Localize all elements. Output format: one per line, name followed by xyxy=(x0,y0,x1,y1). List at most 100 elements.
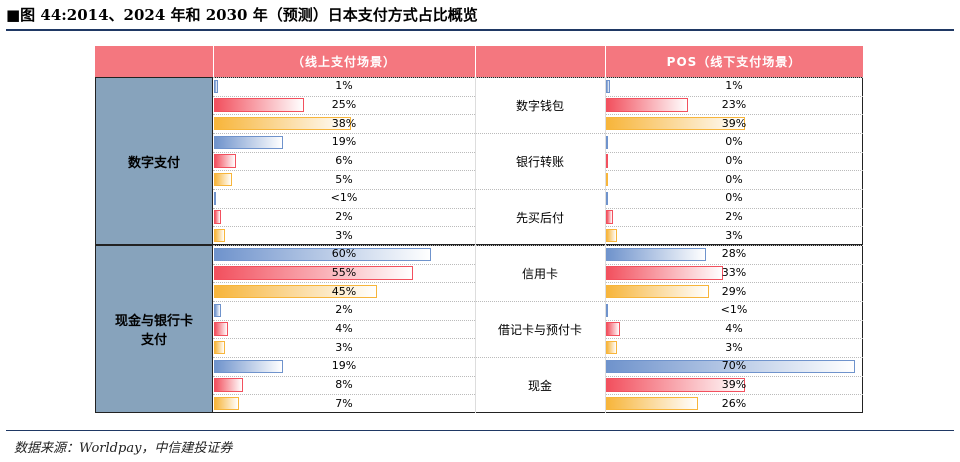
value-label: 45% xyxy=(331,284,357,298)
bar xyxy=(606,359,855,374)
value-label: 3% xyxy=(335,340,353,354)
group-cell: 数字支付 xyxy=(95,77,213,245)
value-label: 0% xyxy=(725,172,743,186)
bar xyxy=(214,340,225,355)
row-line xyxy=(213,133,475,134)
method-label: 信用卡 xyxy=(475,245,605,301)
row-line xyxy=(213,338,475,340)
value-label: 4% xyxy=(725,322,743,335)
bar xyxy=(214,154,236,168)
value-label: 25% xyxy=(331,98,357,111)
bar xyxy=(606,116,745,131)
value-label: 1% xyxy=(335,79,353,93)
method-label: 借记卡与预付卡 xyxy=(475,301,605,357)
value-label: 70% xyxy=(721,359,747,373)
row-line xyxy=(213,95,475,97)
value-label: 29% xyxy=(721,284,747,298)
value-label: <1% xyxy=(720,303,748,317)
row-line xyxy=(213,282,475,284)
bar xyxy=(214,266,413,280)
value-label: 39% xyxy=(721,378,747,391)
bar xyxy=(214,378,243,392)
value-label: 33% xyxy=(721,266,747,279)
row-line xyxy=(605,245,863,246)
method-label: 现金 xyxy=(475,357,605,413)
value-label: 26% xyxy=(721,396,747,410)
row-line xyxy=(213,77,475,78)
row-line xyxy=(213,189,475,190)
row-line xyxy=(213,301,475,302)
column-line xyxy=(475,46,476,77)
method-label: 数字钱包 xyxy=(475,77,605,133)
row-line xyxy=(605,77,863,78)
header-cell: POS（线下支付场景） xyxy=(666,55,802,69)
bar xyxy=(214,98,305,112)
bar xyxy=(214,322,229,336)
value-label: 23% xyxy=(721,98,747,111)
row-line xyxy=(213,226,475,228)
row-line xyxy=(605,170,863,172)
row-line xyxy=(213,170,475,172)
method-label: 先买后付 xyxy=(475,189,605,245)
row-line xyxy=(605,319,863,321)
value-label: 2% xyxy=(335,210,353,223)
row-line xyxy=(605,189,863,190)
header-row xyxy=(95,46,863,77)
column-line xyxy=(605,46,606,77)
value-label: 3% xyxy=(725,228,743,242)
row-line xyxy=(213,319,475,321)
value-label: 7% xyxy=(335,396,353,410)
bar xyxy=(214,228,225,243)
bar xyxy=(214,135,283,150)
bar xyxy=(606,340,617,355)
value-label: 0% xyxy=(725,135,743,149)
row-line xyxy=(213,357,475,358)
bar xyxy=(606,172,608,187)
bar xyxy=(606,284,710,299)
row-line xyxy=(605,226,863,228)
row-line xyxy=(213,207,475,209)
row-line xyxy=(605,375,863,377)
bar xyxy=(606,228,617,243)
bar xyxy=(606,303,608,318)
bar xyxy=(606,191,608,206)
bar xyxy=(606,396,699,411)
row-line xyxy=(213,375,475,377)
row-line xyxy=(213,394,475,396)
bar xyxy=(214,172,233,187)
column-line xyxy=(605,77,606,413)
column-line xyxy=(475,77,476,413)
value-label: 19% xyxy=(331,135,357,149)
value-label: 0% xyxy=(725,154,743,167)
row-line xyxy=(605,282,863,284)
bar xyxy=(214,284,377,299)
value-label: 60% xyxy=(331,247,357,261)
value-label: 2% xyxy=(725,210,743,223)
value-label: 8% xyxy=(335,378,353,391)
title: ■图 44:2014、2024 年和 2030 年（预测）日本支付方式占比概览 xyxy=(6,6,478,24)
row-line xyxy=(605,114,863,116)
bar xyxy=(214,359,283,374)
source: 数据来源：Worldpay，中信建投证券 xyxy=(14,441,233,456)
bar xyxy=(606,135,608,150)
bar xyxy=(214,303,222,318)
bar xyxy=(606,247,706,262)
value-label: 19% xyxy=(331,359,357,373)
value-label: 55% xyxy=(331,266,357,279)
value-label: 28% xyxy=(721,247,747,261)
row-line xyxy=(213,263,475,265)
bar xyxy=(214,79,218,94)
row-line xyxy=(213,245,475,246)
group-cell: 现金与银行卡支付 xyxy=(95,245,213,413)
row-line xyxy=(605,263,863,265)
bar xyxy=(214,116,352,131)
value-label: 3% xyxy=(725,340,743,354)
bar xyxy=(214,210,222,224)
bar xyxy=(606,210,614,224)
row-line xyxy=(605,207,863,209)
rule xyxy=(6,29,954,31)
value-label: 6% xyxy=(335,154,353,167)
row-line xyxy=(605,95,863,97)
bar xyxy=(214,191,216,206)
